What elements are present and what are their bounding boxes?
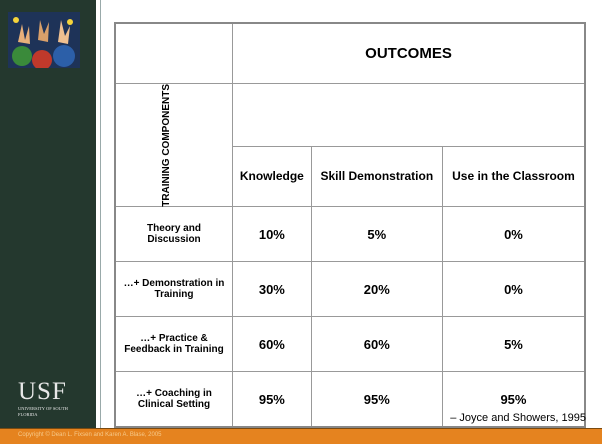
logo: USF UNIVERSITY OF SOUTH FLORIDA xyxy=(18,378,70,418)
outcomes-table: OUTCOMES TRAINING COMPONENTS Knowledge Sk… xyxy=(114,22,586,428)
source: – Joyce and Showers, 1995 xyxy=(450,412,586,424)
row-label: …+ Demonstration in Training xyxy=(114,261,233,318)
divider xyxy=(100,0,101,428)
percent-cell: 0% xyxy=(441,206,586,263)
column-header: Knowledge xyxy=(232,145,312,208)
table-title: OUTCOMES xyxy=(232,22,586,84)
corner-cell xyxy=(114,22,233,84)
column-header: Skill Demonstration xyxy=(310,145,443,208)
percent-cell: 10% xyxy=(232,206,312,263)
table-row: …+ Coaching in Clinical Setting 95% 95% 95% xyxy=(114,371,586,428)
percent-cell: 0% xyxy=(441,261,586,318)
percent-cell: 95% xyxy=(310,371,443,428)
percent-cell: 5% xyxy=(441,316,586,373)
percent-cell: 95% xyxy=(232,371,312,428)
sidebar: USF UNIVERSITY OF SOUTH FLORIDA xyxy=(0,0,96,428)
table-row: Theory and Discussion 10% 5% 0% xyxy=(114,206,586,263)
logo-subtitle: UNIVERSITY OF SOUTH FLORIDA xyxy=(18,406,68,417)
hands-image xyxy=(8,12,80,68)
row-label: …+ Practice & Feedback in Training xyxy=(114,316,233,373)
percent-cell: 60% xyxy=(232,316,312,373)
percent-cell: 95% xyxy=(441,371,586,428)
percent-cell: 30% xyxy=(232,261,312,318)
empty-cell xyxy=(232,82,586,147)
percent-cell: 20% xyxy=(310,261,443,318)
logo-name: USF xyxy=(18,378,67,405)
row-header-cell: TRAINING COMPONENTS xyxy=(114,82,233,208)
footer-bar: Copyright © Dean L. Fixsen and Karen A. … xyxy=(0,428,602,444)
table-row: …+ Practice & Feedback in Training 60% 60%… xyxy=(114,316,586,373)
row-label: …+ Coaching in Clinical Setting xyxy=(114,371,233,428)
column-header: Use in the Classroom xyxy=(441,145,586,208)
copyright: Copyright © Dean L. Fixsen and Karen A. … xyxy=(18,432,162,438)
row-header: TRAINING COMPONENTS xyxy=(161,83,172,207)
percent-cell: 60% xyxy=(310,316,443,373)
row-label: Theory and Discussion xyxy=(114,206,233,263)
percent-cell: 5% xyxy=(310,206,443,263)
table-row: …+ Demonstration in Training 30% 20% 0% xyxy=(114,261,586,318)
